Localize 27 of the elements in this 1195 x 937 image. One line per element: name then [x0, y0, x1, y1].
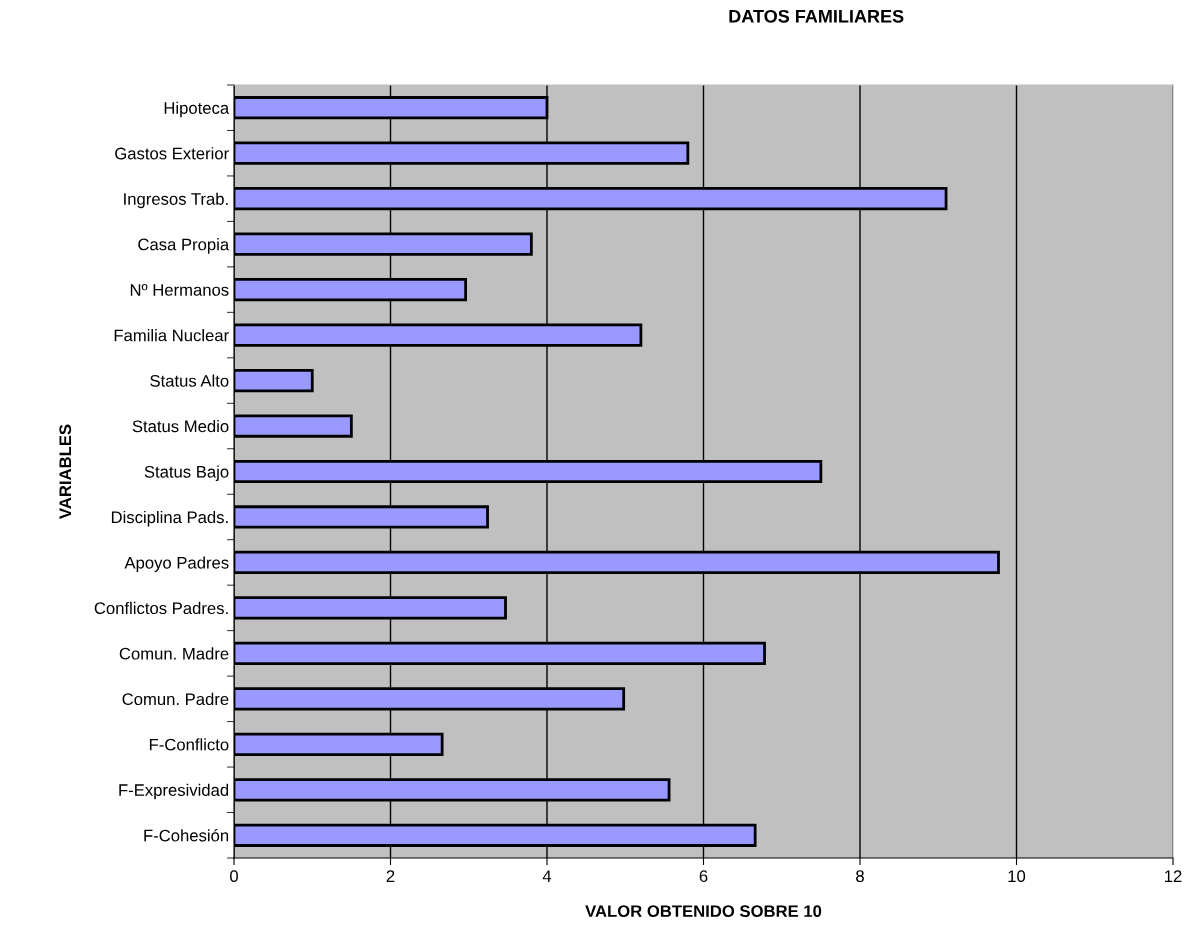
- x-tick-label: 8: [856, 870, 864, 883]
- y-tick-label: Status Alto: [150, 374, 229, 387]
- y-tick-label: F-Expresividad: [119, 783, 229, 800]
- y-tick-label: Nº Hermanos: [130, 284, 229, 296]
- y-tick-label: Comun. Madre: [119, 647, 229, 660]
- chart-title: DATOS FAMILIARES: [729, 9, 904, 23]
- y-tick-label: Familia Nuclear: [114, 329, 229, 342]
- x-tick-label: 0: [230, 870, 238, 883]
- y-tick-label: Gastos Exterior: [115, 147, 229, 160]
- y-tick-label: Casa Propia: [138, 238, 230, 254]
- y-tick-label: Conflictos Padres.: [94, 601, 228, 615]
- y-tick-label: Status Medio: [132, 419, 229, 433]
- y-tick-label: Ingresos Trab.: [124, 192, 228, 209]
- x-tick-label: 6: [699, 870, 708, 883]
- y-axis-title: VARIABLES: [59, 424, 72, 519]
- x-axis-title: VALOR OBTENIDO SOBRE 10: [585, 905, 822, 918]
- x-tick-label: 10: [1008, 870, 1026, 883]
- x-tick-label: 12: [1165, 870, 1182, 882]
- y-tick-label: F-Conflicto: [149, 738, 229, 751]
- y-tick-label: F-Cohesión: [144, 829, 229, 842]
- x-tick-label: 4: [542, 870, 552, 882]
- y-tick-label: Hipoteca: [164, 101, 230, 118]
- y-tick-label: Comun. Padre: [122, 692, 229, 706]
- x-tick-label: 2: [386, 870, 395, 882]
- y-tick-label: Apoyo Padres: [124, 556, 229, 572]
- y-tick-label: Status Bajo: [144, 465, 229, 481]
- y-tick-label: Disciplina Pads.: [111, 510, 228, 527]
